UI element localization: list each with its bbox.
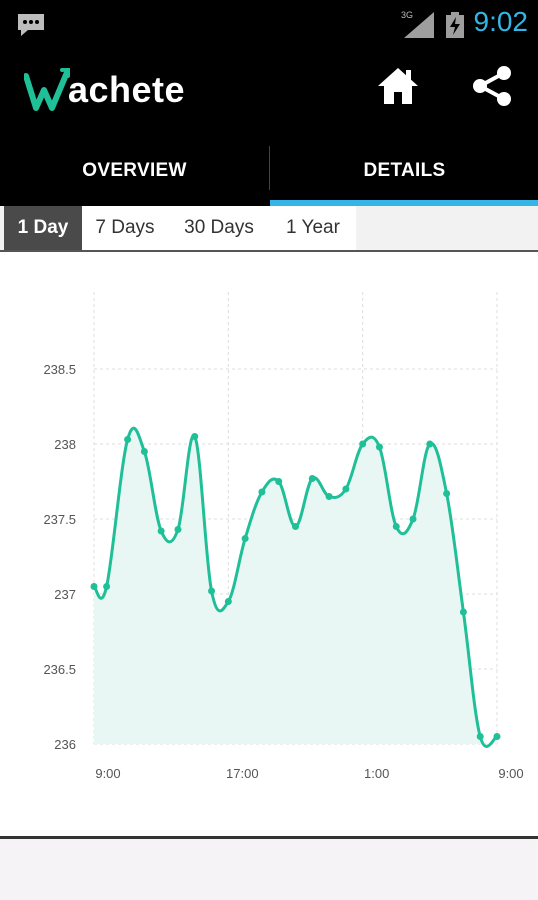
data-point <box>325 493 333 500</box>
selected-tab-indicator <box>270 200 538 206</box>
y-tick-label: 237 <box>54 587 76 602</box>
data-point <box>392 523 400 530</box>
data-point <box>258 488 266 496</box>
range-1-year[interactable]: 1 Year <box>270 206 356 250</box>
network-type-label: 3G <box>401 10 414 20</box>
status-bar: 3G 9:02 <box>0 0 538 50</box>
series-area-fill <box>94 428 497 747</box>
range-1-day[interactable]: 1 Day <box>4 206 82 250</box>
chat-notification-icon <box>18 14 44 36</box>
data-point <box>157 527 165 535</box>
logo-text: achete <box>68 69 186 110</box>
data-point <box>292 523 299 530</box>
data-point <box>103 583 111 590</box>
data-point <box>208 587 216 595</box>
data-point <box>174 526 182 533</box>
data-point <box>426 440 434 448</box>
wachete-logo-mark-icon <box>24 68 70 111</box>
chart-area: 236 236.5 237 237.5 238 238.5 9:00 17:00 1:00 9:0… <box>0 252 538 837</box>
tab-bar: OVERVIEW DETAILS <box>0 136 538 206</box>
time-range-selector: 1 Day 7 Days 30 Days 1 Year <box>0 206 538 252</box>
value-history-chart: 236 236.5 237 237.5 238 238.5 9:00 17:00 1:00 9:0… <box>43 292 524 781</box>
home-icon[interactable] <box>376 64 420 108</box>
action-bar: achete <box>0 50 538 136</box>
y-tick-label: 236 <box>54 737 76 752</box>
data-point <box>90 583 98 590</box>
data-point <box>124 436 132 443</box>
y-tick-label: 236.5 <box>43 662 76 677</box>
status-time: 9:02 <box>473 6 529 37</box>
y-tick-label: 237.5 <box>43 512 76 527</box>
data-point <box>443 490 451 497</box>
data-point <box>375 443 383 451</box>
app-logo: achete <box>24 64 185 116</box>
y-tick-label: 238.5 <box>43 362 76 377</box>
data-point <box>308 475 316 482</box>
range-30-days[interactable]: 30 Days <box>168 206 270 250</box>
x-tick-label: 1:00 <box>364 766 389 781</box>
data-point <box>342 485 350 493</box>
x-tick-label: 9:00 <box>498 766 523 781</box>
tab-overview[interactable]: OVERVIEW <box>82 160 187 181</box>
data-point <box>459 608 467 616</box>
data-point <box>140 448 148 455</box>
tab-details[interactable]: DETAILS <box>363 160 446 181</box>
data-point <box>359 440 367 448</box>
range-7-days[interactable]: 7 Days <box>82 206 168 250</box>
data-point <box>493 733 501 740</box>
y-tick-label: 238 <box>54 437 76 452</box>
chart-bottom-border <box>0 836 538 839</box>
data-point <box>241 535 249 542</box>
signal-icon <box>404 12 434 38</box>
data-point <box>409 515 417 523</box>
data-point <box>224 598 232 605</box>
series-line <box>92 426 498 748</box>
footer-area <box>0 839 538 900</box>
x-tick-label: 17:00 <box>226 766 259 781</box>
data-point <box>275 478 283 485</box>
data-point <box>476 733 484 740</box>
battery-charging-icon <box>446 12 464 38</box>
tab-divider <box>269 146 270 190</box>
x-tick-label: 9:00 <box>95 766 120 781</box>
data-point <box>191 433 199 440</box>
share-icon[interactable] <box>470 64 516 108</box>
